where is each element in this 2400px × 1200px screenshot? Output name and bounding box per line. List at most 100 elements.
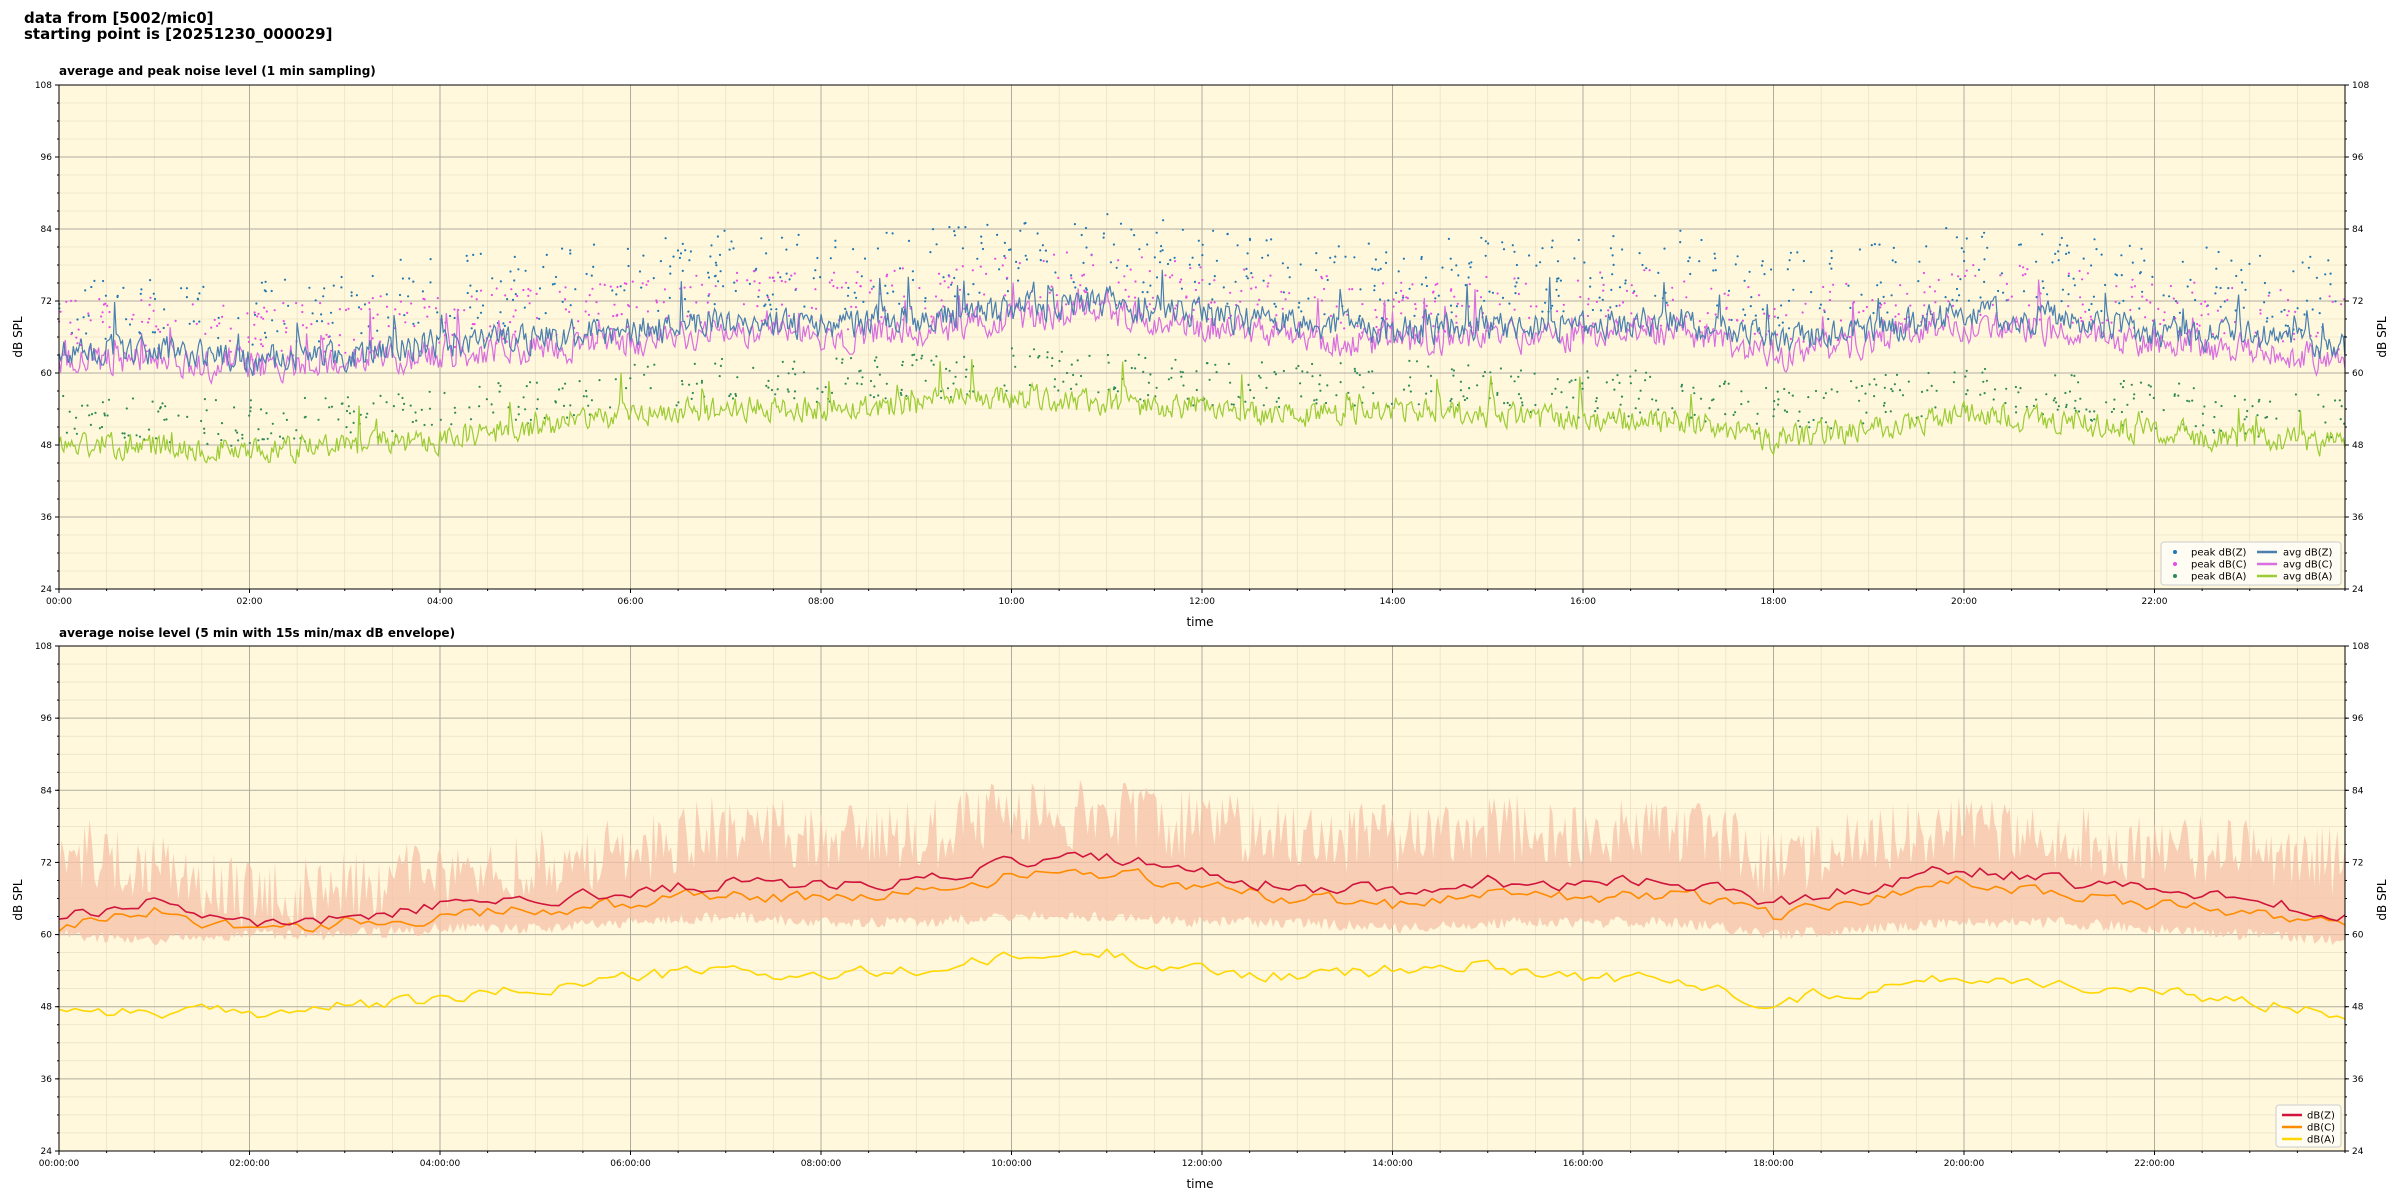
peak-dba-point — [598, 379, 601, 382]
peak-dbz-point — [449, 314, 452, 318]
peak-dba-point — [1594, 410, 1597, 413]
peak-dbc-point — [631, 280, 634, 283]
peak-dbz-point — [1102, 236, 1105, 239]
peak-dbc-point — [1607, 309, 1610, 312]
peak-dba-point — [1466, 397, 1469, 400]
peak-dbz-point — [1727, 289, 1731, 292]
peak-dbz-point — [1115, 266, 1118, 269]
y-tick-label: 96 — [41, 714, 53, 724]
peak-dbz-point — [767, 298, 771, 301]
peak-dbc-point — [1999, 274, 2002, 277]
peak-dbc-point — [495, 287, 498, 290]
peak-dbz-point — [1983, 258, 1986, 261]
chart-title: average and peak noise level (1 min samp… — [59, 64, 376, 78]
peak-dbc-point — [855, 281, 858, 284]
peak-dbz-point — [2057, 259, 2060, 262]
peak-dba-point — [1147, 394, 1150, 397]
peak-dba-point — [2065, 403, 2068, 406]
peak-dbz-point — [623, 289, 626, 292]
peak-dba-point — [517, 405, 520, 408]
peak-dbz-point — [1109, 261, 1112, 264]
peak-dba-point — [1155, 386, 1158, 389]
peak-dba-point — [835, 357, 838, 360]
peak-dbc-point — [2328, 295, 2331, 298]
peak-dbc-point — [1461, 304, 1464, 307]
peak-dbc-point — [2079, 296, 2082, 299]
y-tick-label: 36 — [41, 513, 53, 523]
peak-dba-point — [875, 356, 878, 359]
peak-dba-point — [1824, 421, 1828, 424]
peak-dbz-point — [834, 239, 837, 242]
peak-dbz-point — [1265, 239, 1268, 242]
peak-dba-point — [1170, 376, 1173, 379]
peak-dbz-point — [1657, 271, 1660, 274]
peak-dbz-point — [469, 284, 472, 287]
peak-dba-point — [1613, 388, 1616, 391]
peak-dba-point — [345, 409, 349, 413]
peak-dbz-point — [669, 265, 672, 268]
peak-dbz-point — [1754, 314, 1757, 317]
peak-dbz-point — [1610, 288, 1613, 291]
peak-dba-point — [1993, 388, 1997, 391]
peak-dba-point — [265, 412, 268, 415]
peak-dba-point — [220, 439, 223, 442]
peak-dba-point — [1927, 371, 1930, 375]
peak-dbz-point — [1612, 235, 1615, 238]
peak-dba-point — [952, 382, 955, 385]
peak-dba-point — [1124, 359, 1127, 362]
peak-dbc-point — [1496, 292, 1499, 295]
peak-dba-point — [1611, 378, 1614, 381]
peak-dbc-point — [1517, 292, 1520, 296]
peak-dbz-point — [1792, 288, 1795, 291]
peak-dbz-point — [2060, 236, 2063, 240]
peak-dbz-point — [1601, 276, 1604, 279]
peak-dba-point — [94, 411, 97, 414]
peak-dba-point — [411, 420, 414, 424]
peak-dbz-point — [1437, 313, 1440, 316]
peak-dba-point — [453, 406, 456, 409]
peak-dbz-point — [1282, 291, 1285, 294]
peak-dbc-point — [347, 307, 350, 310]
peak-dbz-point — [1556, 277, 1559, 280]
peak-dbz-point — [320, 313, 323, 316]
peak-dbz-point — [689, 250, 693, 253]
peak-dba-point — [2015, 411, 2018, 414]
peak-dbz-point — [1979, 296, 1982, 299]
peak-dbz-point — [1017, 267, 1020, 270]
peak-dbz-point — [329, 311, 333, 314]
peak-dbz-point — [948, 226, 951, 229]
peak-dbz-point — [723, 229, 726, 232]
peak-dbc-point — [1832, 283, 1835, 286]
peak-dbc-point — [2267, 294, 2270, 297]
peak-dbz-point — [1514, 285, 1517, 288]
peak-dbc-point — [934, 295, 938, 298]
peak-dbz-point — [957, 226, 960, 229]
peak-dba-point — [767, 379, 770, 382]
peak-dbz-point — [574, 288, 577, 291]
peak-dbz-point — [104, 294, 107, 297]
peak-dbz-point — [287, 304, 290, 307]
peak-dba-point — [1637, 397, 1640, 400]
peak-dba-point — [409, 404, 412, 407]
peak-dba-point — [700, 379, 704, 382]
peak-dba-point — [2004, 401, 2007, 405]
peak-dbz-point — [1211, 298, 1214, 301]
peak-dba-point — [1808, 426, 1811, 429]
peak-dba-point — [278, 435, 282, 438]
peak-dbc-point — [1361, 303, 1364, 306]
peak-dbz-point — [911, 270, 915, 273]
peak-dbc-point — [2207, 313, 2210, 316]
peak-dba-point — [2110, 410, 2113, 413]
peak-dba-point — [1581, 387, 1584, 390]
peak-dbz-point — [1849, 306, 1852, 309]
peak-dba-point — [1565, 406, 1568, 409]
peak-dbc-point — [1065, 303, 1068, 306]
peak-dba-point — [1195, 370, 1198, 373]
x-tick-label: 08:00 — [808, 597, 834, 607]
peak-dbc-point — [2287, 310, 2290, 313]
peak-dbc-point — [1498, 303, 1501, 306]
peak-dba-point — [1812, 418, 1815, 422]
peak-dbc-point — [65, 300, 68, 303]
peak-dbz-point — [1983, 231, 1986, 234]
peak-dbc-point — [1951, 304, 1954, 307]
